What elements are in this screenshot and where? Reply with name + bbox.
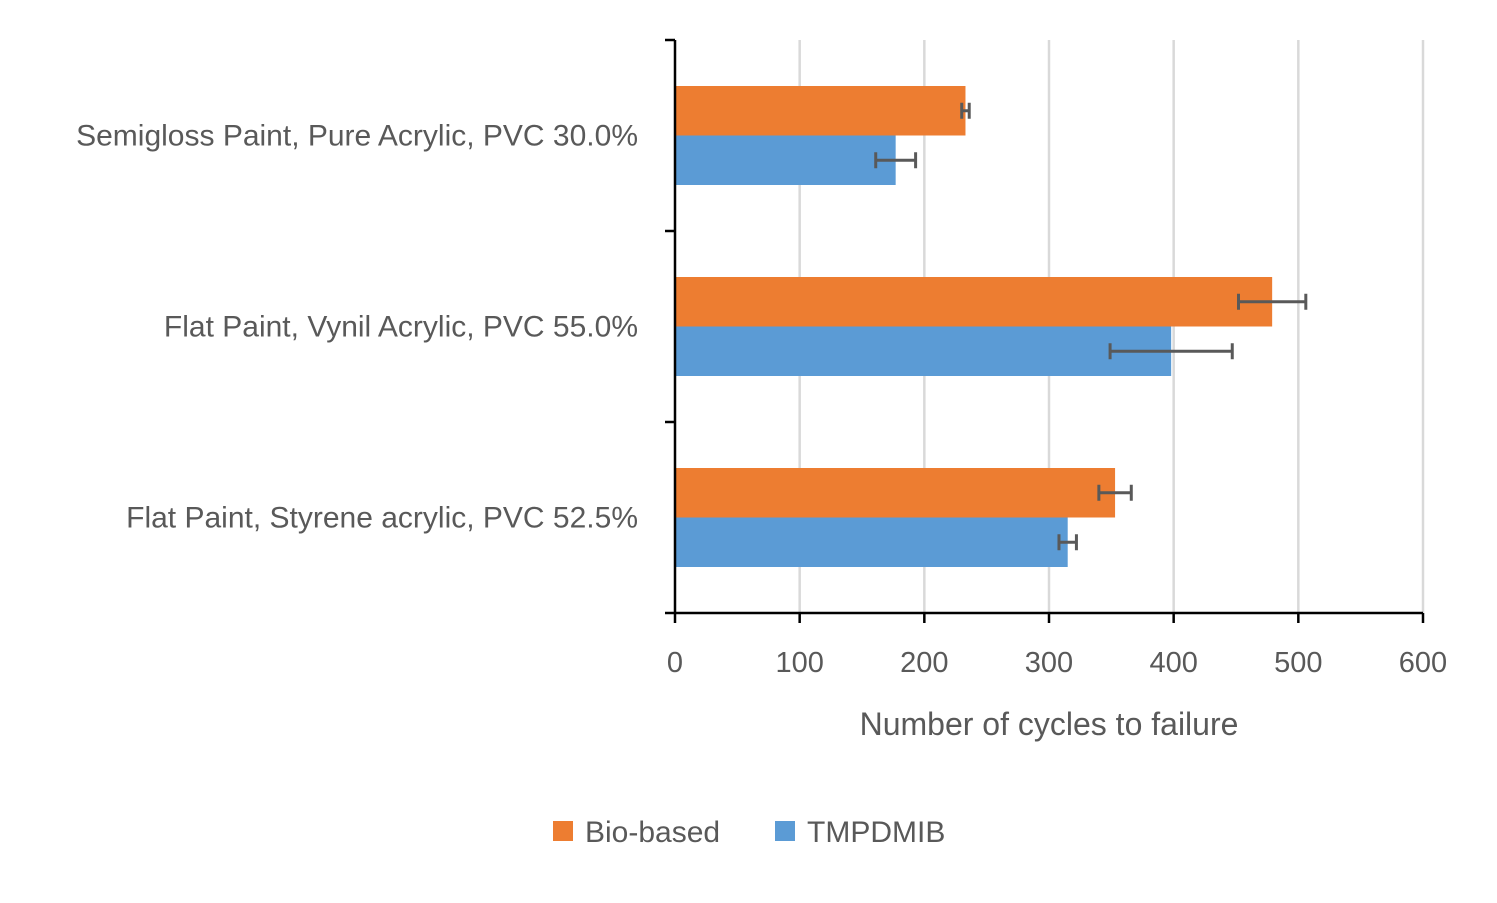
category-label: Flat Paint, Styrene acrylic, PVC 52.5% bbox=[126, 502, 638, 535]
bar-bio-based bbox=[675, 86, 966, 136]
x-tick-label: 300 bbox=[1025, 647, 1073, 679]
x-tick-label: 100 bbox=[775, 647, 823, 679]
legend-swatch bbox=[775, 821, 795, 841]
axes bbox=[665, 38, 1425, 623]
legend-item: Bio-based bbox=[553, 816, 720, 849]
category-label: Semigloss Paint, Pure Acrylic, PVC 30.0% bbox=[76, 120, 638, 153]
bar-bio-based bbox=[675, 468, 1116, 518]
error-bar bbox=[960, 102, 971, 119]
bar-tmpdmib bbox=[675, 135, 896, 185]
legend: Bio-based TMPDMIB bbox=[553, 816, 945, 849]
category-label: Flat Paint, Vynil Acrylic, PVC 55.0% bbox=[164, 311, 638, 344]
error-bar bbox=[1108, 343, 1234, 360]
bar-tmpdmib bbox=[675, 517, 1068, 567]
error-bar bbox=[874, 152, 918, 169]
x-tick-label: 0 bbox=[667, 647, 683, 679]
legend-item: TMPDMIB bbox=[775, 816, 945, 849]
x-tick-label: 400 bbox=[1149, 647, 1197, 679]
error-bars bbox=[874, 102, 1308, 551]
labels: 0 100 200 300 400 500 600 Semigloss Paint, Pure… bbox=[76, 120, 1447, 680]
legend-label: Bio-based bbox=[585, 816, 720, 849]
error-bar bbox=[1236, 293, 1308, 310]
x-axis-title: Number of cycles to failure bbox=[860, 706, 1239, 742]
error-bar bbox=[1057, 534, 1078, 551]
x-tick-label: 500 bbox=[1274, 647, 1322, 679]
error-bar bbox=[1097, 484, 1133, 501]
bars bbox=[675, 86, 1273, 567]
bar-bio-based bbox=[675, 277, 1273, 327]
x-tick-label: 600 bbox=[1399, 647, 1447, 679]
bar-tmpdmib bbox=[675, 326, 1172, 376]
legend-label: TMPDMIB bbox=[807, 816, 945, 849]
legend-swatch bbox=[553, 821, 573, 841]
x-tick-label: 200 bbox=[900, 647, 948, 679]
